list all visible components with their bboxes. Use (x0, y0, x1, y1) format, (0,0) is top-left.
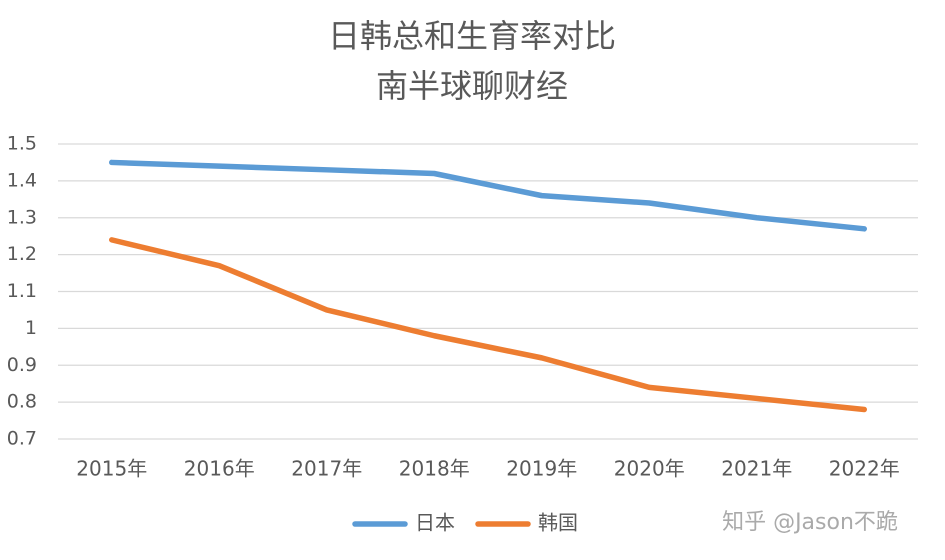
y-tick-label: 1 (25, 317, 37, 339)
y-tick-label: 1.4 (7, 169, 37, 191)
watermark: 知乎 @Jason不跪 (722, 510, 898, 535)
chart-title: 日韩总和生育率对比 (328, 17, 616, 55)
chart-subtitle: 南半球聊财经 (376, 67, 568, 105)
y-tick-label: 0.7 (7, 428, 37, 450)
x-tick-label: 2017年 (291, 457, 362, 481)
line (109, 237, 867, 413)
x-tick-label: 2022年 (829, 457, 900, 481)
x-tick-label: 2020年 (614, 457, 685, 481)
y-tick-label: 0.8 (7, 391, 37, 413)
x-tick-label: 2015年 (76, 457, 147, 481)
y-tick-label: 1.2 (7, 243, 37, 265)
line (109, 159, 867, 232)
y-tick-label: 1.3 (7, 206, 37, 228)
legend-label: 韩国 (538, 511, 578, 535)
y-tick-label: 1.1 (7, 280, 37, 302)
x-tick-label: 2018年 (399, 457, 470, 481)
x-tick-label: 2019年 (506, 457, 577, 481)
x-tick-label: 2016年 (184, 457, 255, 481)
y-tick-label: 0.9 (7, 354, 37, 376)
y-tick-label: 1.5 (7, 133, 37, 155)
x-tick-label: 2021年 (721, 457, 792, 481)
legend-label: 日本 (415, 511, 455, 535)
